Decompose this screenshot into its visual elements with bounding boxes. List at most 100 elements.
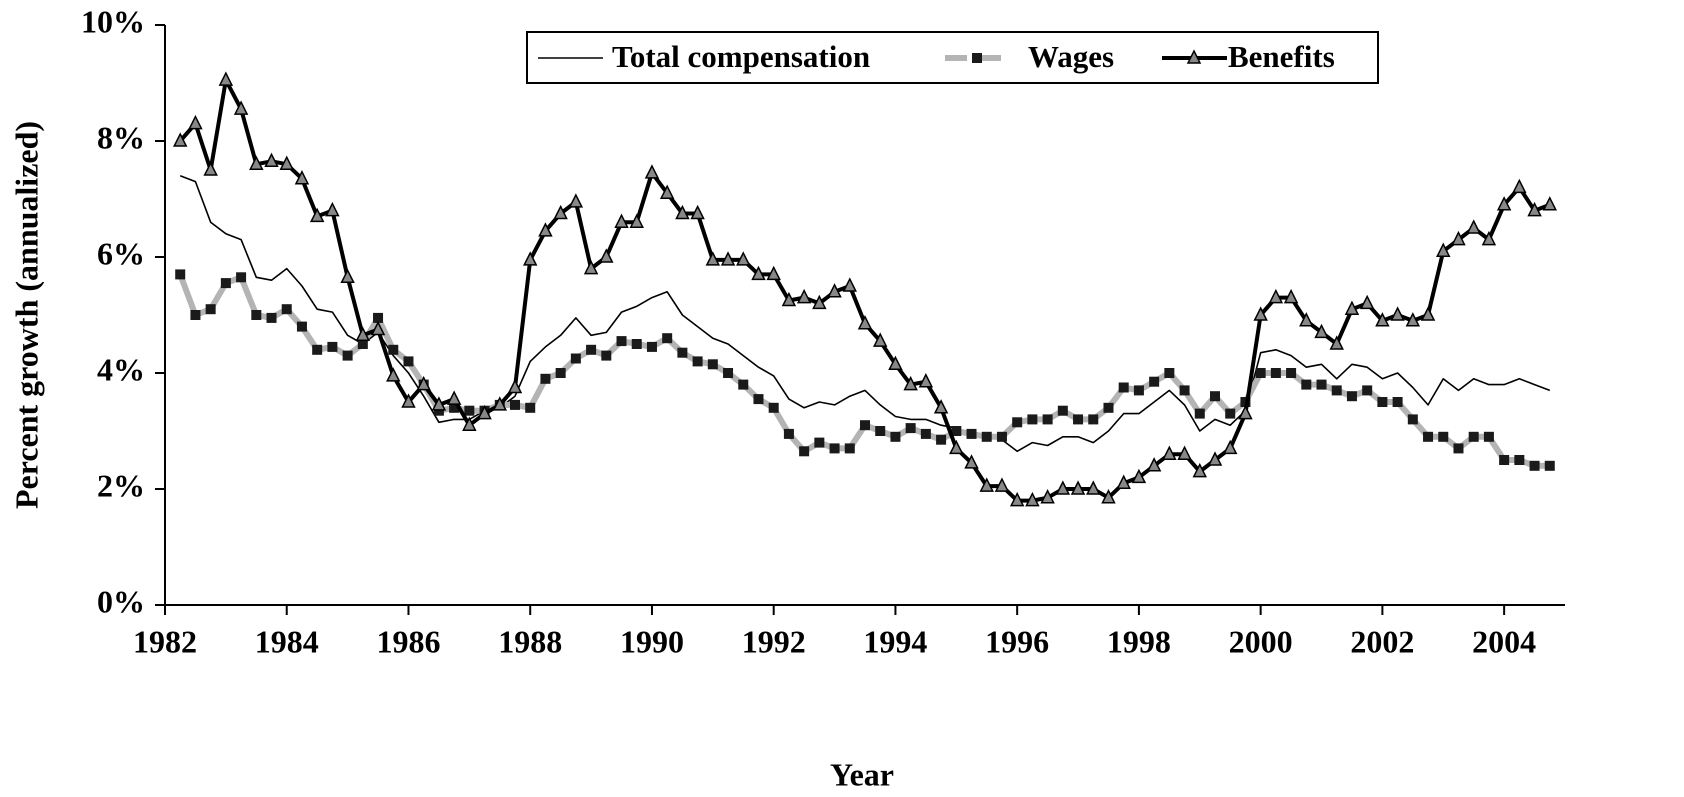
- marker: [1042, 414, 1053, 425]
- marker: [1377, 397, 1388, 407]
- marker: [1270, 368, 1281, 378]
- marker: [994, 477, 1010, 492]
- marker: [1116, 474, 1131, 489]
- marker: [570, 353, 581, 364]
- marker: [279, 155, 294, 170]
- marker: [312, 344, 323, 355]
- marker: [388, 344, 399, 355]
- x-axis-title: Year: [830, 756, 894, 792]
- marker: [1070, 480, 1086, 495]
- marker: [1344, 300, 1360, 315]
- marker: [327, 341, 338, 352]
- marker: [340, 268, 355, 284]
- marker: [1131, 468, 1147, 484]
- marker: [951, 426, 962, 436]
- marker: [981, 431, 992, 442]
- marker: [918, 373, 934, 388]
- marker: [707, 359, 718, 370]
- marker: [370, 320, 386, 336]
- marker: [568, 193, 584, 208]
- legend-marker: [972, 53, 982, 63]
- marker: [783, 428, 794, 439]
- marker: [857, 315, 873, 330]
- marker: [1529, 460, 1540, 471]
- marker: [1375, 312, 1390, 327]
- marker: [1009, 491, 1025, 507]
- marker: [996, 431, 1007, 442]
- marker: [1268, 288, 1284, 304]
- legend-marker: [1186, 49, 1202, 64]
- marker: [1055, 480, 1071, 495]
- marker: [933, 399, 949, 414]
- marker: [510, 399, 520, 410]
- marker: [1299, 312, 1314, 327]
- marker: [203, 161, 218, 176]
- marker: [1346, 391, 1357, 402]
- marker: [814, 437, 825, 448]
- marker: [781, 291, 797, 307]
- marker: [751, 265, 766, 281]
- y-tick-label: 6%: [97, 235, 145, 271]
- marker: [1407, 414, 1418, 425]
- legend-label: Total compensation: [612, 39, 870, 74]
- marker: [175, 269, 186, 280]
- marker: [888, 355, 903, 371]
- y-tick-label: 8%: [97, 119, 145, 155]
- marker: [1238, 404, 1253, 420]
- marker: [523, 251, 538, 266]
- marker: [601, 350, 612, 361]
- marker: [249, 155, 264, 170]
- marker: [1468, 431, 1479, 442]
- marker: [1164, 368, 1175, 378]
- marker: [966, 428, 977, 439]
- marker: [1329, 335, 1344, 350]
- marker: [583, 259, 599, 275]
- marker: [629, 213, 644, 228]
- marker: [827, 283, 842, 298]
- marker: [540, 373, 551, 384]
- x-tick-label: 1992: [742, 623, 806, 659]
- marker: [662, 333, 673, 344]
- marker: [373, 312, 384, 323]
- marker: [449, 402, 460, 413]
- marker: [903, 375, 918, 391]
- marker: [325, 201, 340, 217]
- marker: [1331, 385, 1342, 396]
- marker: [1057, 405, 1068, 416]
- marker: [266, 312, 277, 323]
- marker: [446, 390, 462, 405]
- marker: [1362, 385, 1373, 396]
- marker: [433, 405, 444, 416]
- marker: [1359, 294, 1375, 310]
- marker: [979, 477, 994, 492]
- marker: [401, 393, 416, 408]
- marker: [296, 321, 307, 332]
- marker: [1225, 408, 1236, 419]
- marker: [1286, 368, 1297, 378]
- y-tick-label: 4%: [97, 351, 145, 387]
- marker: [477, 404, 492, 420]
- marker: [1514, 455, 1525, 465]
- x-tick-label: 1994: [863, 623, 927, 659]
- x-tick-label: 2000: [1229, 623, 1293, 659]
- marker: [1012, 417, 1023, 428]
- legend-label: Wages: [1028, 39, 1114, 74]
- marker: [736, 251, 751, 266]
- marker: [842, 277, 857, 292]
- marker: [1438, 431, 1449, 442]
- marker: [905, 423, 916, 434]
- marker: [705, 251, 721, 266]
- marker: [1255, 368, 1266, 378]
- marker: [796, 288, 812, 304]
- marker: [738, 379, 749, 390]
- marker: [1086, 480, 1101, 495]
- x-tick-label: 2004: [1472, 623, 1536, 659]
- marker: [1390, 306, 1405, 321]
- marker: [723, 368, 734, 378]
- marker: [538, 222, 553, 237]
- marker: [1194, 408, 1205, 419]
- marker: [1025, 491, 1040, 507]
- marker: [1314, 323, 1329, 339]
- marker: [1207, 451, 1223, 466]
